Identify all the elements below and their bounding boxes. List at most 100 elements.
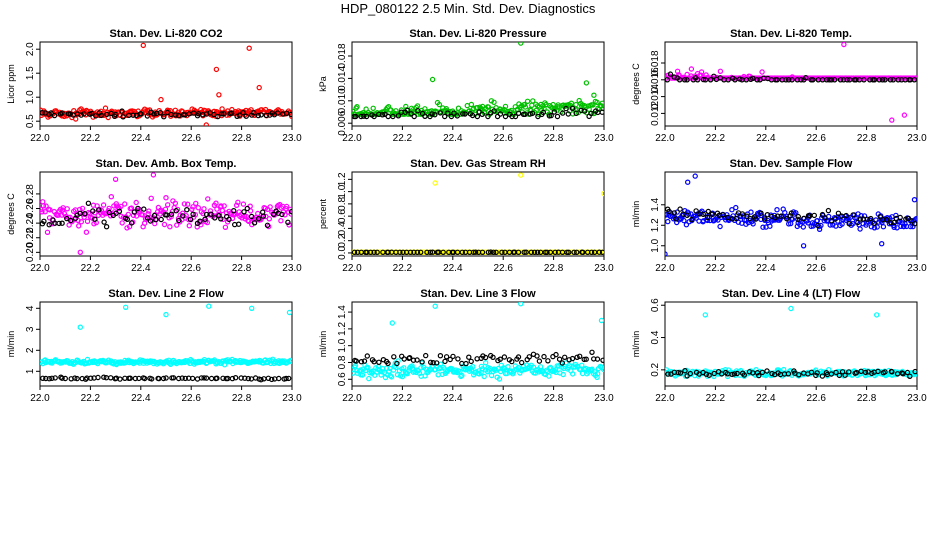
data-point [90,208,96,214]
data-point [125,211,132,218]
data-point [181,201,188,207]
data-point [810,77,816,83]
data-point [120,114,126,120]
data-point [220,375,226,381]
data-point [92,216,98,222]
data-point [531,249,538,255]
data-point [675,369,681,376]
data-point [56,220,62,227]
data-point [179,210,186,216]
outlier-point [702,312,709,318]
data-point [551,109,558,115]
y-tick-label: 0.26 [25,198,36,218]
data-point [428,359,434,365]
data-point [432,111,438,118]
data-point [599,100,604,106]
data-point [203,375,210,381]
data-point [287,357,292,364]
x-tick-label: 22.0 [655,263,675,274]
data-point [459,372,465,379]
data-point [709,211,716,217]
data-point [577,353,583,359]
data-point [83,229,90,235]
x-tick-label: 22.6 [806,393,826,404]
outlier-point [601,190,604,197]
data-point [789,77,795,83]
data-point [429,111,435,117]
data-point [407,355,413,361]
data-point [479,366,486,372]
data-point [106,209,113,216]
x-tick-label: 23.0 [594,393,614,404]
data-point [803,74,809,81]
data-point [288,111,292,118]
x-tick-label: 22.4 [443,393,463,404]
x-tick-label: 22.2 [706,263,726,274]
data-point [276,375,282,382]
data-point [541,353,547,360]
x-tick-label: 22.4 [756,133,776,144]
data-point [192,211,198,218]
data-point [101,374,107,380]
data-point [889,369,895,375]
data-point [569,355,576,362]
data-point [741,372,748,378]
series-secondary [665,206,917,229]
data-point [694,77,701,83]
data-point [815,222,821,229]
data-point [778,213,784,219]
x-tick-label: 22.8 [857,263,877,274]
data-point [172,200,178,206]
data-point [288,358,292,365]
outlier-point [901,112,908,118]
data-point [769,370,775,377]
data-point [399,373,406,380]
data-point [823,77,830,83]
data-point [376,359,382,365]
data-point [119,220,125,226]
data-point [283,375,289,382]
x-tick-label: 22.2 [393,393,413,404]
x-tick-label: 22.0 [655,133,675,144]
chart-panel-1: Stan. Dev. Li-820 CO2 22.0 22.2 22.4 22.6 22.… [6,28,302,144]
data-point [861,77,867,83]
data-point [674,209,680,215]
data-point [222,224,229,230]
data-point [509,358,515,365]
data-point [258,377,264,383]
data-point [460,363,466,369]
data-point [705,208,712,215]
data-point [874,224,880,230]
data-point [542,249,549,255]
data-point [82,210,88,217]
x-tick-label: 22.0 [30,393,50,404]
data-point [688,66,695,72]
x-tick-label: 22.0 [342,263,362,274]
data-point [485,104,492,110]
data-point [100,202,107,208]
data-point [600,357,604,363]
data-point [596,249,603,255]
data-point [774,206,780,213]
data-point [462,111,468,117]
data-point [454,113,460,119]
data-point [785,371,792,377]
data-point [211,111,217,118]
data-point [485,249,492,255]
data-point [811,212,818,219]
points-layer [352,302,604,382]
x-tick-label: 23.0 [282,263,302,274]
outlier-point [598,317,604,324]
outlier-point [518,302,524,307]
outlier-point [685,179,691,185]
y-tick-label: 1.0 [25,90,36,104]
data-point [74,375,80,382]
data-point [151,111,157,117]
data-point [84,218,91,225]
data-point [152,216,159,223]
data-point [600,366,604,372]
data-point [140,212,146,218]
data-point [764,211,771,218]
data-point [706,372,712,378]
data-point [468,358,474,365]
